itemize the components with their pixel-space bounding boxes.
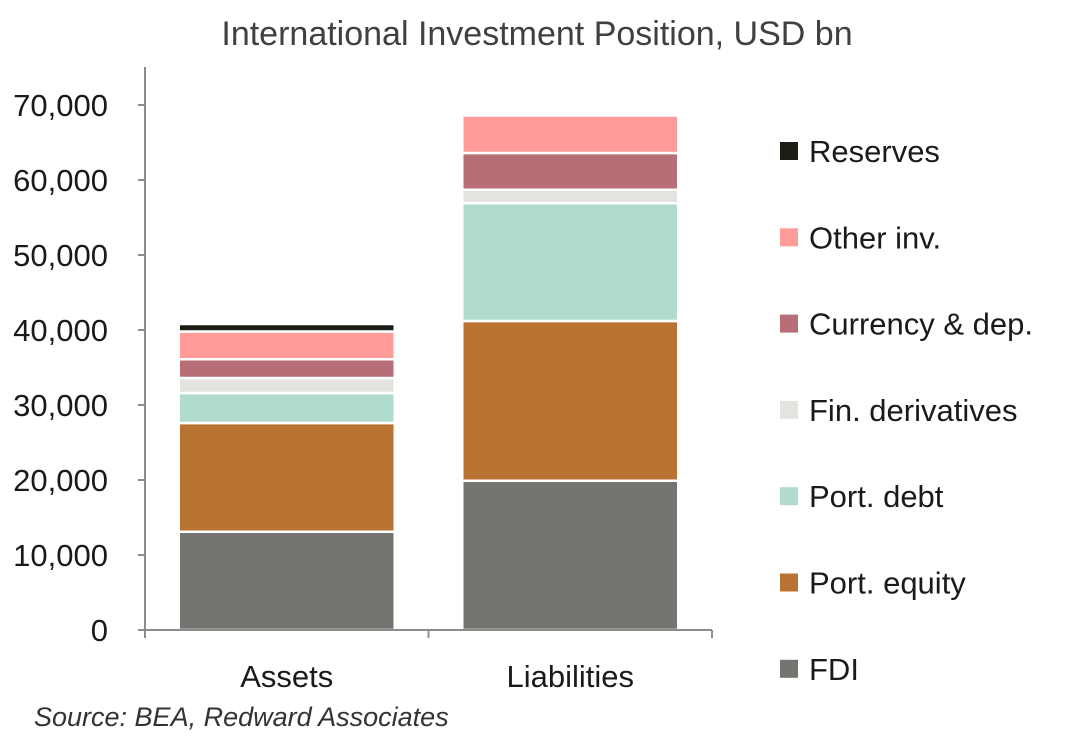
bar-assets-port-debt [177,391,396,425]
bar-liabilities-fdi [461,479,680,632]
y-tick-label: 70,000 [13,88,108,123]
x-tick-label: Liabilities [506,659,634,694]
legend-swatch-fdi [780,659,798,678]
legend-label-fin-derivatives: Fin. derivatives [809,393,1017,428]
bar-liabilities-port-debt [461,202,680,323]
legend-swatch-fin-derivatives [780,400,798,419]
y-tick-label: 50,000 [13,238,108,273]
legend-label-port-debt: Port. debt [809,479,944,514]
y-tick-label: 0 [91,613,108,648]
legend-swatch-other-inv [780,228,798,247]
bar-assets-reserves [177,322,396,333]
axes-layer: Assets Liabilities 0 10,000 20,000 30,000 40,0… [13,67,713,694]
bar-liabilities-fin-derivatives [461,188,680,205]
bar-liabilities-port-equity [461,319,680,482]
chart-title: International Investment Position, USD b… [221,15,852,53]
legend: Reserves Other inv. Currency & dep. Fin. de… [780,134,1033,687]
bar-liabilities-currency-dep- [461,151,680,191]
x-tick-label: Assets [240,659,333,694]
y-tick-label: 30,000 [13,388,108,423]
bar-assets-port-equity [177,421,396,533]
legend-swatch-port-debt [780,487,798,506]
bar-assets-fin-derivatives [177,376,396,395]
legend-label-currency-dep: Currency & dep. [809,307,1033,342]
bar-assets-other-inv- [177,330,396,361]
legend-swatch-reserves [780,142,798,160]
legend-label-port-equity: Port. equity [809,566,966,601]
bar-assets-fdi [177,530,396,632]
y-tick-label: 20,000 [13,463,108,498]
y-tick-label: 40,000 [13,313,108,348]
legend-label-reserves: Reserves [809,134,940,169]
chart-source: Source: BEA, Redward Associates [34,702,449,732]
legend-swatch-currency-dep [780,314,798,333]
y-tick-label: 10,000 [13,538,108,573]
legend-label-other-inv: Other inv. [809,220,941,255]
bar-liabilities-other-inv- [461,114,680,155]
legend-label-fdi: FDI [809,652,859,687]
y-tick-label: 60,000 [13,163,108,198]
bar-assets-currency-dep- [177,358,396,380]
legend-swatch-port-equity [780,573,798,592]
bars-layer [177,114,680,632]
